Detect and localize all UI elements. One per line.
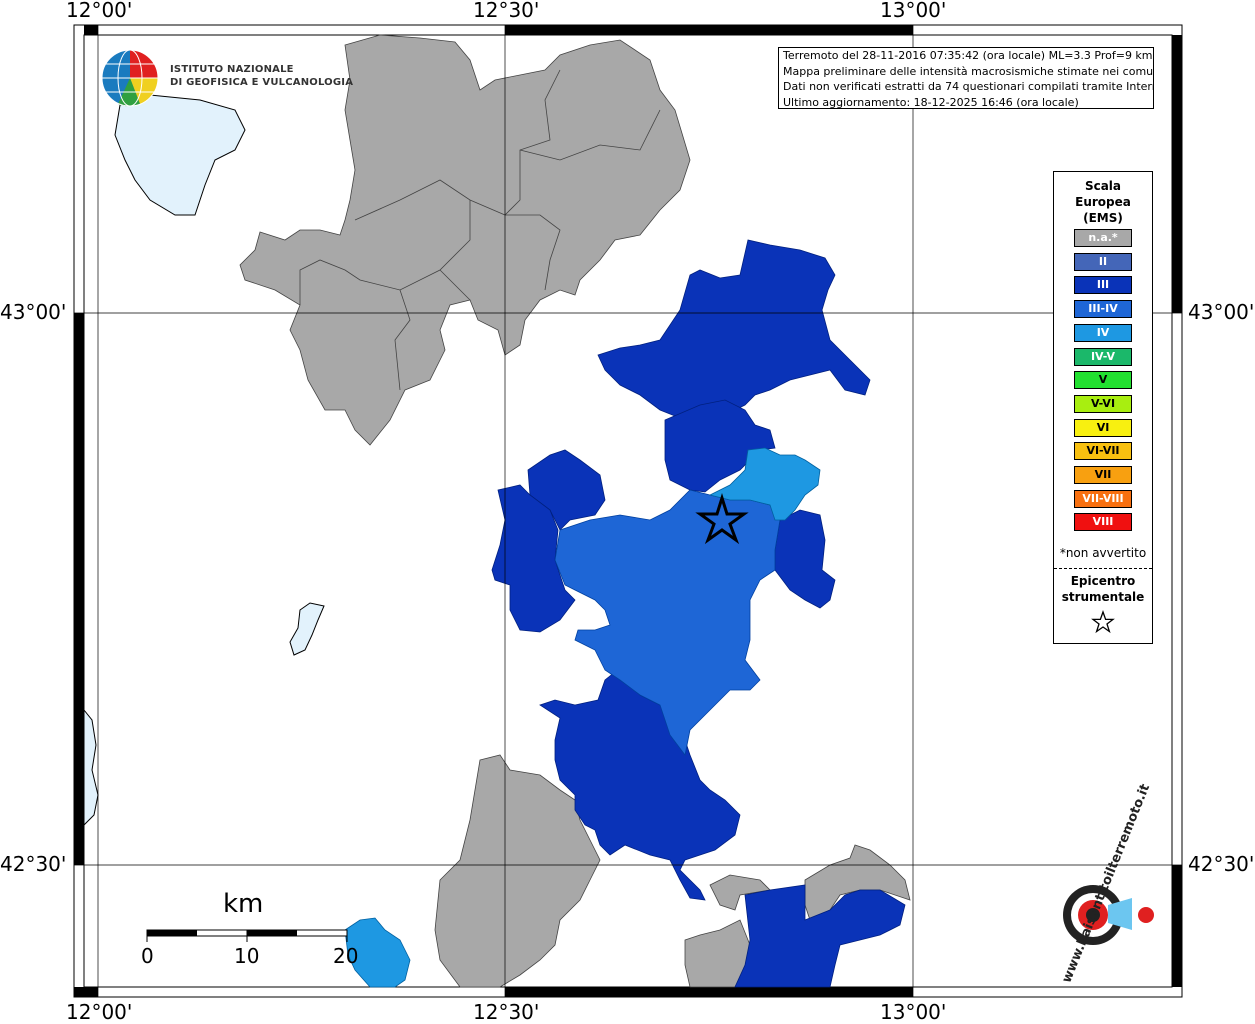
legend-item-iii: III: [1074, 276, 1132, 295]
legend-item-v: V: [1074, 371, 1132, 390]
coord-label-top-3: 13°00': [880, 0, 947, 22]
area-na-north-boundaries: [299, 69, 661, 391]
legend-item-viiviii: VII-VIII: [1074, 489, 1132, 508]
area-intensity-III: [491, 239, 906, 988]
coord-label-bottom-3: 13°00': [880, 1000, 947, 1024]
scalebar-tick-0: 0: [141, 944, 154, 968]
legend-item-vivii: VI-VII: [1074, 442, 1132, 461]
coord-label-top-2: 12°30': [473, 0, 540, 22]
ingv-line-2: DI GEOFISICA E VULCANOLOGIA: [170, 77, 354, 88]
scalebar-tick-20: 20: [333, 944, 359, 968]
ems-legend: Scala Europea (EMS) n.a.* II III III-IV IV IV…: [1053, 171, 1153, 644]
coord-label-right-1: 43°00': [1188, 300, 1255, 324]
ingv-line-1: ISTITUTO NAZIONALE: [170, 64, 294, 75]
legend-item-viii: VIII: [1074, 513, 1132, 532]
legend-item-iv: IV: [1074, 323, 1132, 342]
legend-title-line-1: Scala: [1084, 179, 1122, 193]
coord-label-left-1: 43°00': [0, 300, 67, 324]
area-intensity-IV: [344, 447, 821, 988]
legend-epicenter-line-2: strumentale: [1061, 590, 1145, 604]
event-info-box: Terremoto del 28-11-2016 07:35:42 (ora l…: [778, 47, 1154, 109]
legend-epicenter-line-1: Epicentro: [1070, 574, 1136, 588]
legend-item-iiiiv: III-IV: [1074, 300, 1132, 319]
lake-bolsena: [83, 708, 99, 827]
lake-small: [289, 602, 325, 656]
legend-item-ivv: IV-V: [1074, 347, 1132, 366]
coord-label-right-2: 42°30': [1188, 852, 1255, 876]
legend-note: *non avvertito: [1059, 546, 1147, 560]
scale-bar: [146, 929, 348, 942]
legend-item-vi: VI: [1074, 418, 1132, 437]
scalebar-unit: km: [223, 889, 264, 919]
hsit-logo: [1063, 885, 1154, 945]
ingv-logo-globe: [101, 49, 159, 107]
coord-label-top-1: 12°00': [66, 0, 133, 22]
info-line-4: Ultimo aggiornamento: 18-12-2025 16:46 (…: [783, 95, 1079, 109]
legend-star-icon: [1091, 610, 1115, 634]
info-line-2: Mappa preliminare delle intensità macros…: [783, 64, 1154, 78]
info-line-3: Dati non verificati estratti da 74 quest…: [783, 80, 1154, 93]
gridlines: [74, 25, 1182, 997]
legend-title: Scala Europea (EMS): [1054, 178, 1152, 226]
coord-label-left-2: 42°30': [0, 852, 67, 876]
coord-label-bottom-2: 12°30': [473, 1000, 540, 1024]
epicenter-star: [695, 492, 749, 545]
legend-item-vvi: V-VI: [1074, 394, 1132, 413]
legend-item-vii: VII: [1074, 466, 1132, 484]
legend-item-na: n.a.*: [1074, 229, 1132, 247]
area-na-south: [434, 754, 911, 988]
info-line-1: Terremoto del 28-11-2016 07:35:42 (ora l…: [783, 49, 1153, 62]
legend-item-ii: II: [1074, 252, 1132, 271]
legend-title-line-3: (EMS): [1083, 211, 1123, 225]
legend-epicenter-label: Epicentro strumentale: [1054, 573, 1152, 605]
ingv-logo-text: ISTITUTO NAZIONALE DI GEOFISICA E VULCAN…: [170, 63, 353, 89]
coord-label-bottom-1: 12°00': [66, 1000, 133, 1024]
lake-trasimeno: [114, 94, 246, 216]
scalebar-tick-10: 10: [234, 944, 260, 968]
frame-border: [74, 25, 1182, 997]
legend-title-line-2: Europea: [1075, 195, 1131, 209]
legend-divider: [1054, 568, 1152, 569]
